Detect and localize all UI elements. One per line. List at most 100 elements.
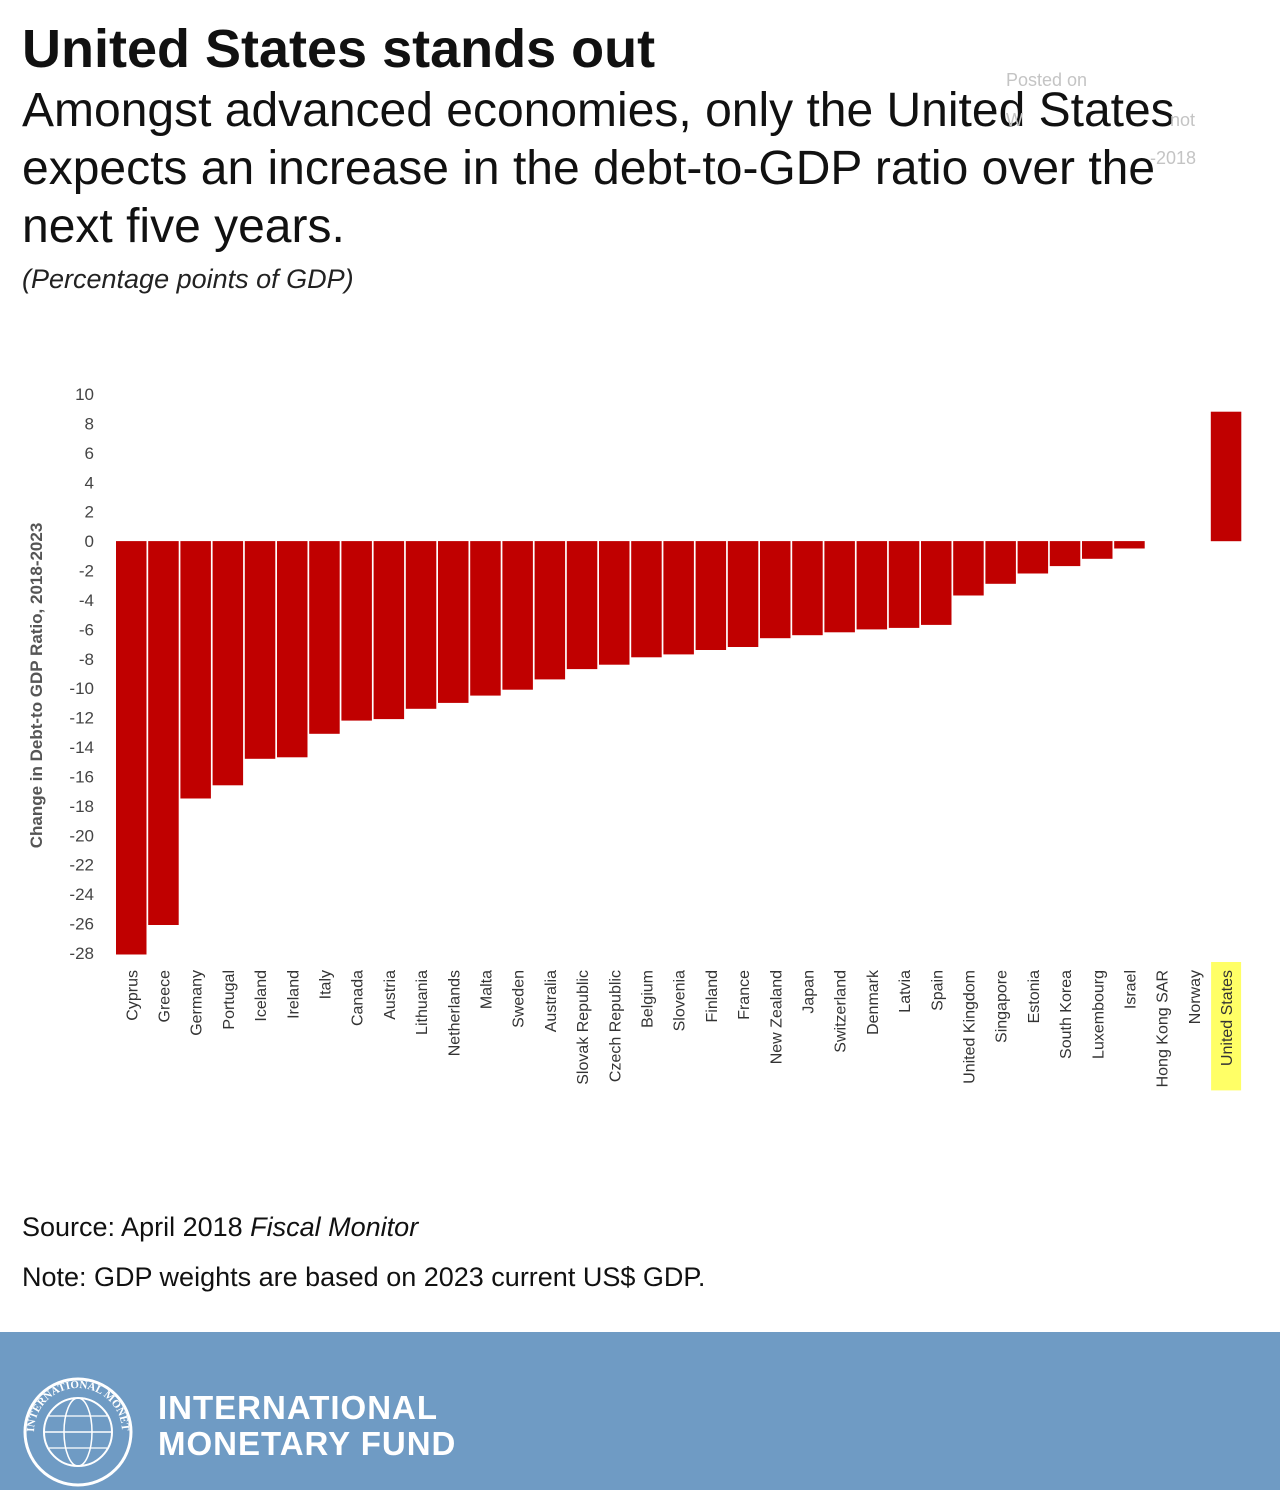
category-label: Denmark	[865, 969, 882, 1035]
category-label: Sweden	[511, 970, 528, 1028]
y-tick-label: 0	[85, 532, 94, 551]
bar	[405, 541, 437, 709]
category-label: New Zealand	[768, 970, 785, 1064]
y-tick-label: -24	[69, 885, 94, 904]
category-label: Iceland	[253, 970, 270, 1022]
source-prefix: Source: April 2018	[22, 1212, 251, 1242]
category-label: United States	[1219, 970, 1236, 1066]
highlight-box	[1211, 962, 1242, 1091]
bar	[663, 541, 694, 655]
bar	[1017, 541, 1049, 574]
bar	[856, 541, 888, 630]
category-label: Luxembourg	[1090, 970, 1107, 1059]
category-label: Japan	[801, 970, 818, 1014]
y-tick-label: -14	[69, 738, 94, 757]
category-label: Spain	[929, 970, 946, 1011]
y-tick-label: -18	[69, 797, 94, 816]
category-label: Ireland	[285, 970, 302, 1019]
category-label: Switzerland	[833, 970, 850, 1053]
category-label: Italy	[318, 970, 335, 999]
bar	[148, 541, 179, 925]
y-axis-title: Change in Debt-to GDP Ratio, 2018-2023	[27, 523, 46, 849]
bar	[116, 541, 147, 955]
category-label: Netherlands	[446, 970, 463, 1056]
bar	[921, 541, 952, 625]
category-label: France	[736, 970, 753, 1020]
imf-seal-logo: INTERNATIONAL MONETARY FUND	[22, 1376, 133, 1487]
bar	[438, 541, 469, 703]
y-tick-label: -28	[69, 944, 94, 963]
bar	[470, 541, 501, 696]
bar	[502, 541, 533, 690]
y-tick-label: -26	[69, 915, 94, 934]
category-label: Cyprus	[124, 970, 141, 1021]
bar	[760, 541, 791, 639]
category-label: Finland	[704, 970, 721, 1022]
category-label: Australia	[543, 970, 560, 1032]
y-tick-label: -2	[79, 562, 94, 581]
bar	[985, 541, 1016, 584]
watermark-line: not	[1170, 110, 1196, 130]
y-tick-label: 10	[75, 385, 94, 404]
category-label: United Kingdom	[962, 970, 979, 1084]
category-label: Portugal	[221, 970, 238, 1030]
org-name: INTERNATIONAL MONETARY FUND	[158, 1390, 456, 1462]
bar	[566, 541, 598, 670]
category-label: Greece	[156, 970, 173, 1023]
category-label: Norway	[1187, 970, 1204, 1024]
category-label: Belgium	[640, 970, 657, 1028]
y-tick-label: 2	[85, 503, 94, 522]
svg-text:INTERNATIONAL MONETARY FUND: INTERNATIONAL MONETARY FUND	[22, 1376, 131, 1432]
bar	[180, 541, 211, 799]
category-label: Estonia	[1026, 970, 1043, 1023]
y-tick-label: -10	[69, 679, 94, 698]
bar	[631, 541, 662, 658]
bar	[1114, 541, 1145, 549]
source-title: Fiscal Monitor	[250, 1212, 419, 1242]
bar	[695, 541, 727, 650]
category-label: Germany	[189, 970, 206, 1036]
unit-note: (Percentage points of GDP)	[22, 264, 354, 294]
bar	[792, 541, 823, 636]
category-label: Latvia	[897, 970, 914, 1013]
category-label: Lithuania	[414, 970, 431, 1035]
bar	[727, 541, 759, 647]
bar	[212, 541, 244, 786]
watermark-line: W	[1006, 110, 1023, 130]
watermark-line: -2018	[1150, 148, 1197, 168]
bar-chart: 10 8 6 4 2 0 -2 -4 -6 -8 -10 -12 -14 -16 -18 -20 -22 -24 -…	[27, 385, 1242, 1091]
bar	[599, 541, 630, 665]
y-tick-label: -20	[69, 826, 94, 845]
bar	[1049, 541, 1081, 567]
imf-footer-bar: INTERNATIONAL MONETARY FUND INTERNATIONA…	[0, 1332, 1280, 1490]
y-tick-label: -16	[69, 767, 94, 786]
bar	[244, 541, 276, 759]
category-label: Hong Kong SAR	[1155, 970, 1172, 1087]
bar	[373, 541, 405, 720]
bar	[309, 541, 340, 734]
y-tick-label: 6	[85, 444, 94, 463]
bar	[534, 541, 566, 680]
bar	[953, 541, 984, 596]
category-label: Slovenia	[672, 970, 689, 1031]
y-tick-label: -4	[79, 591, 94, 610]
chart-subtitle: Amongst advanced economies, only the Uni…	[22, 84, 1175, 253]
category-label: Austria	[382, 970, 399, 1020]
source-note: Source: April 2018 Fiscal Monitor	[22, 1212, 418, 1243]
bar	[824, 541, 855, 633]
y-tick-label: 8	[85, 414, 94, 433]
bar	[277, 541, 308, 758]
seal-lettering: INTERNATIONAL MONETARY FUND	[22, 1376, 131, 1432]
y-tick-label: -8	[79, 650, 94, 669]
category-label: Singapore	[994, 970, 1011, 1043]
y-tick-label: -12	[69, 709, 94, 728]
bar	[1082, 541, 1113, 559]
category-label: Czech Republic	[607, 970, 624, 1082]
bar	[1210, 411, 1242, 542]
gdp-weights-note: Note: GDP weights are based on 2023 curr…	[22, 1262, 706, 1292]
y-tick-label: 4	[85, 473, 94, 492]
y-tick-label: -22	[69, 856, 94, 875]
category-label: Malta	[479, 970, 496, 1009]
category-label: Canada	[350, 970, 367, 1026]
bar	[341, 541, 372, 721]
